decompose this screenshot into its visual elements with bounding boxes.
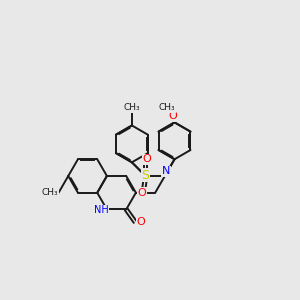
Text: CH₃: CH₃ [159, 103, 176, 112]
Text: O: O [143, 154, 152, 164]
Text: N: N [162, 166, 170, 176]
Text: O: O [138, 188, 146, 198]
Text: CH₃: CH₃ [42, 188, 58, 196]
Text: NH: NH [94, 205, 109, 215]
Text: CH₃: CH₃ [124, 103, 140, 112]
Text: O: O [136, 217, 145, 227]
Text: S: S [142, 169, 149, 182]
Text: O: O [168, 111, 177, 121]
